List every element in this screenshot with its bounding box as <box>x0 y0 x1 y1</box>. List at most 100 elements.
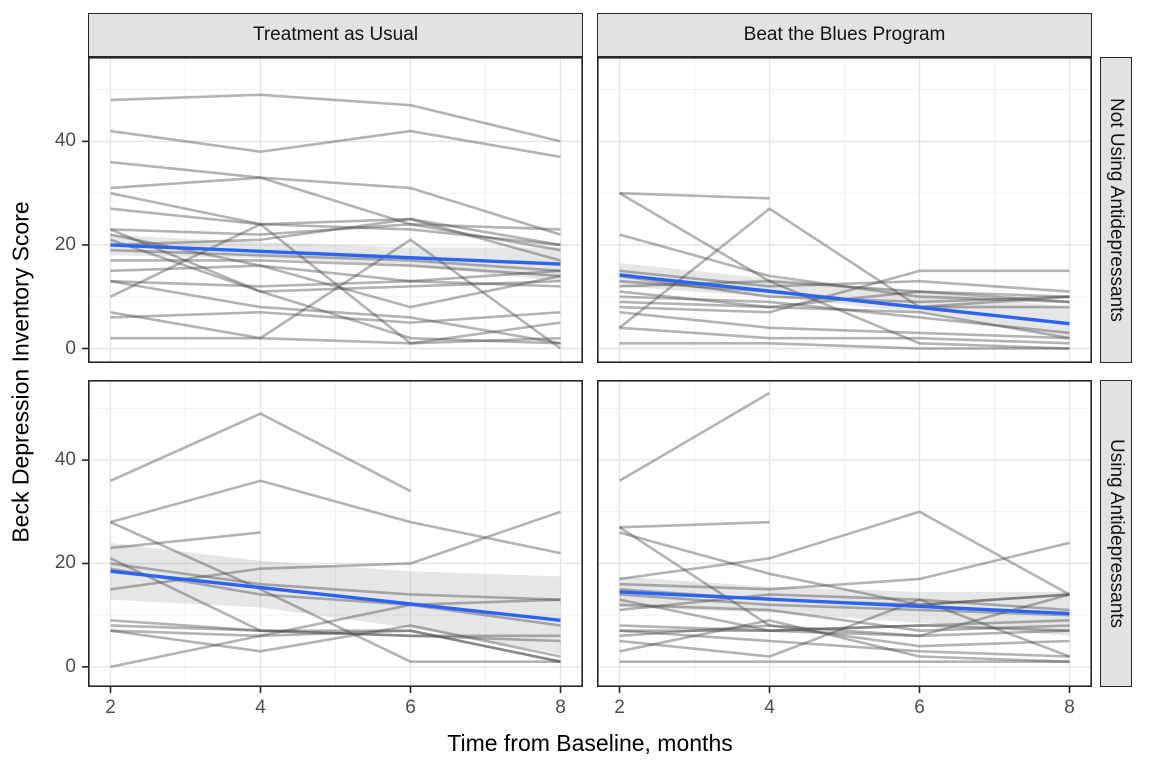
subject-line <box>110 238 562 350</box>
subject-line <box>619 619 1070 663</box>
confidence-ribbon <box>619 576 1070 636</box>
subject-line <box>110 233 561 309</box>
subject-line <box>110 567 561 607</box>
subject-line <box>110 217 561 247</box>
subject-line <box>619 300 1070 340</box>
facet-strip-label: Treatment as Usual <box>252 24 419 45</box>
subject-line <box>110 479 561 555</box>
subject-line <box>110 207 561 247</box>
subject-line <box>110 176 561 231</box>
y-tick-label: 40 <box>54 449 76 471</box>
x-axis-title: Time from Baseline, months <box>447 730 733 756</box>
x-tick-label: 4 <box>255 697 266 718</box>
subject-line <box>619 510 1071 596</box>
subject-line <box>619 520 770 529</box>
facet-strip-using-antidepressants: Using Antidepressants <box>1100 380 1132 687</box>
y-tick-label: 40 <box>54 130 76 152</box>
subject-line <box>619 531 1070 607</box>
subject-line <box>110 629 561 663</box>
subject-line <box>619 191 770 200</box>
subject-line <box>619 593 1070 612</box>
subject-line <box>110 310 561 324</box>
subject-line <box>110 191 561 262</box>
subject-line <box>110 248 561 273</box>
subject-line <box>619 603 1070 632</box>
subject-line <box>618 391 771 482</box>
subject-line <box>110 264 561 283</box>
confidence-ribbon <box>110 234 561 282</box>
subject-line <box>619 269 1070 314</box>
trend-line <box>619 273 1070 326</box>
y-axis-title: Beck Depression Inventory Score <box>7 201 34 543</box>
subject-line <box>110 279 561 345</box>
y-tick-label: 0 <box>65 655 76 677</box>
subject-line <box>110 222 561 252</box>
panel-svg <box>82 57 583 363</box>
subject-line <box>109 520 561 663</box>
trend-line <box>110 243 561 266</box>
y-tick-label: 20 <box>54 552 76 574</box>
trend-line <box>110 569 561 623</box>
subject-line <box>619 593 1070 638</box>
facet-strip-label: Beat the Blues Program <box>743 24 946 45</box>
subject-line <box>619 598 1070 658</box>
y-tick-label: 0 <box>65 337 76 359</box>
x-tick-label: 6 <box>405 697 416 718</box>
subject-line <box>619 342 1070 350</box>
subject-line <box>619 598 1070 632</box>
subject-line <box>110 336 561 345</box>
subject-line <box>110 624 561 658</box>
subject-line <box>110 228 561 345</box>
subject-line <box>619 593 1070 617</box>
subject-line <box>618 526 1070 638</box>
trend-line <box>619 590 1070 616</box>
subject-line <box>110 624 561 638</box>
plot-panel-btb-not-using <box>597 57 1092 363</box>
panel-border <box>597 380 1092 687</box>
plot-panel-btb-using <box>597 380 1092 693</box>
subject-line <box>109 412 412 493</box>
subject-line <box>110 562 561 601</box>
confidence-ribbon <box>110 542 561 654</box>
subject-line <box>619 541 1070 591</box>
plot-panel-tau-using <box>82 380 583 693</box>
panel-border <box>88 57 583 363</box>
subject-line <box>619 629 1070 658</box>
x-tick-label: 8 <box>555 697 566 718</box>
subject-line <box>618 207 1070 329</box>
subject-line <box>110 603 561 669</box>
panel-border <box>88 380 583 687</box>
x-tick-label: 4 <box>764 697 775 718</box>
facet-strip-label: Not Using Antidepressants <box>1106 98 1127 322</box>
panel-svg <box>597 380 1092 693</box>
facet-strip-beat-the-blues: Beat the Blues Program <box>597 13 1092 57</box>
subject-line <box>619 295 1070 335</box>
plot-panel-tau-not-using <box>82 57 583 363</box>
x-tick-label: 6 <box>914 697 925 718</box>
subject-line <box>110 160 561 236</box>
x-tick-label: 2 <box>105 697 116 718</box>
y-tick-label: 20 <box>54 233 76 255</box>
panel-svg <box>597 57 1092 363</box>
subject-line <box>110 279 561 288</box>
subject-line <box>109 222 561 345</box>
facet-strip-not-using-antidepressants: Not Using Antidepressants <box>1100 57 1132 363</box>
panel-svg <box>82 380 583 693</box>
subject-line <box>619 269 1070 293</box>
x-tick-label: 2 <box>614 697 625 718</box>
facet-strip-label: Using Antidepressants <box>1106 438 1127 629</box>
subject-line <box>110 129 561 159</box>
subject-line <box>619 233 1070 304</box>
subject-line <box>110 93 561 143</box>
subject-line <box>619 310 1070 340</box>
subject-line <box>110 619 561 663</box>
subject-line <box>110 259 561 278</box>
subject-line <box>110 531 261 550</box>
subject-line <box>619 624 1070 648</box>
subject-line <box>619 326 1070 345</box>
x-tick-label: 8 <box>1064 697 1075 718</box>
subject-line <box>618 192 1070 350</box>
subject-line <box>109 557 561 643</box>
subject-line <box>110 238 561 293</box>
